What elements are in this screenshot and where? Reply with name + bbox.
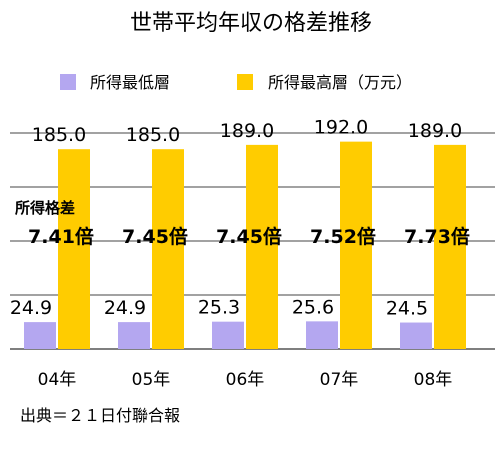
- bars: [24, 141, 466, 349]
- gap-ratio-label: 7.45倍: [216, 225, 282, 248]
- gap-ratio-label: 7.52倍: [310, 225, 376, 248]
- bar-high: [152, 149, 184, 349]
- bar-low: [118, 322, 150, 349]
- data-label-low: 24.5: [386, 298, 428, 320]
- x-tick-label: 05年: [132, 370, 171, 390]
- legend-label-high: 所得最高層（万元）: [268, 73, 412, 92]
- gap-ratio-label: 7.41倍: [28, 225, 94, 248]
- bar-high: [434, 144, 466, 349]
- data-label-low: 25.6: [292, 296, 334, 318]
- source-note: 出典＝２１日付聯合報: [20, 406, 180, 425]
- bar-high: [340, 141, 372, 349]
- legend-label-low: 所得最低層: [90, 73, 170, 92]
- bar-low: [306, 321, 338, 349]
- bar-high: [58, 149, 90, 349]
- data-label-high: 189.0: [408, 120, 462, 142]
- data-label-high: 189.0: [220, 120, 274, 142]
- gap-ratio-label: 7.45倍: [122, 225, 188, 248]
- data-label-low: 25.3: [198, 297, 240, 319]
- x-tick-label: 08年: [414, 370, 453, 390]
- data-label-low: 24.9: [104, 297, 146, 319]
- x-tick-label: 06年: [226, 370, 265, 390]
- legend-swatch-high: [237, 74, 253, 90]
- bar-low: [400, 322, 432, 349]
- gap-ratio-label: 7.73倍: [404, 225, 470, 248]
- x-tick-label: 04年: [38, 370, 77, 390]
- data-label-high: 185.0: [32, 124, 86, 146]
- bar-low: [24, 322, 56, 349]
- chart-title: 世帯平均年収の格差推移: [130, 11, 372, 36]
- data-label-high: 192.0: [314, 117, 368, 139]
- legend-swatch-low: [60, 74, 76, 90]
- bar-high: [246, 144, 278, 349]
- x-tick-label: 07年: [320, 370, 359, 390]
- data-labels: 185.0 24.9 7.41倍 04年 185.0 24.9 7.45倍 05年 189.0 2…: [10, 117, 470, 390]
- gap-label: 所得格差: [15, 199, 75, 217]
- bar-low: [212, 321, 244, 349]
- data-label-high: 185.0: [126, 124, 180, 146]
- data-label-low: 24.9: [10, 297, 52, 319]
